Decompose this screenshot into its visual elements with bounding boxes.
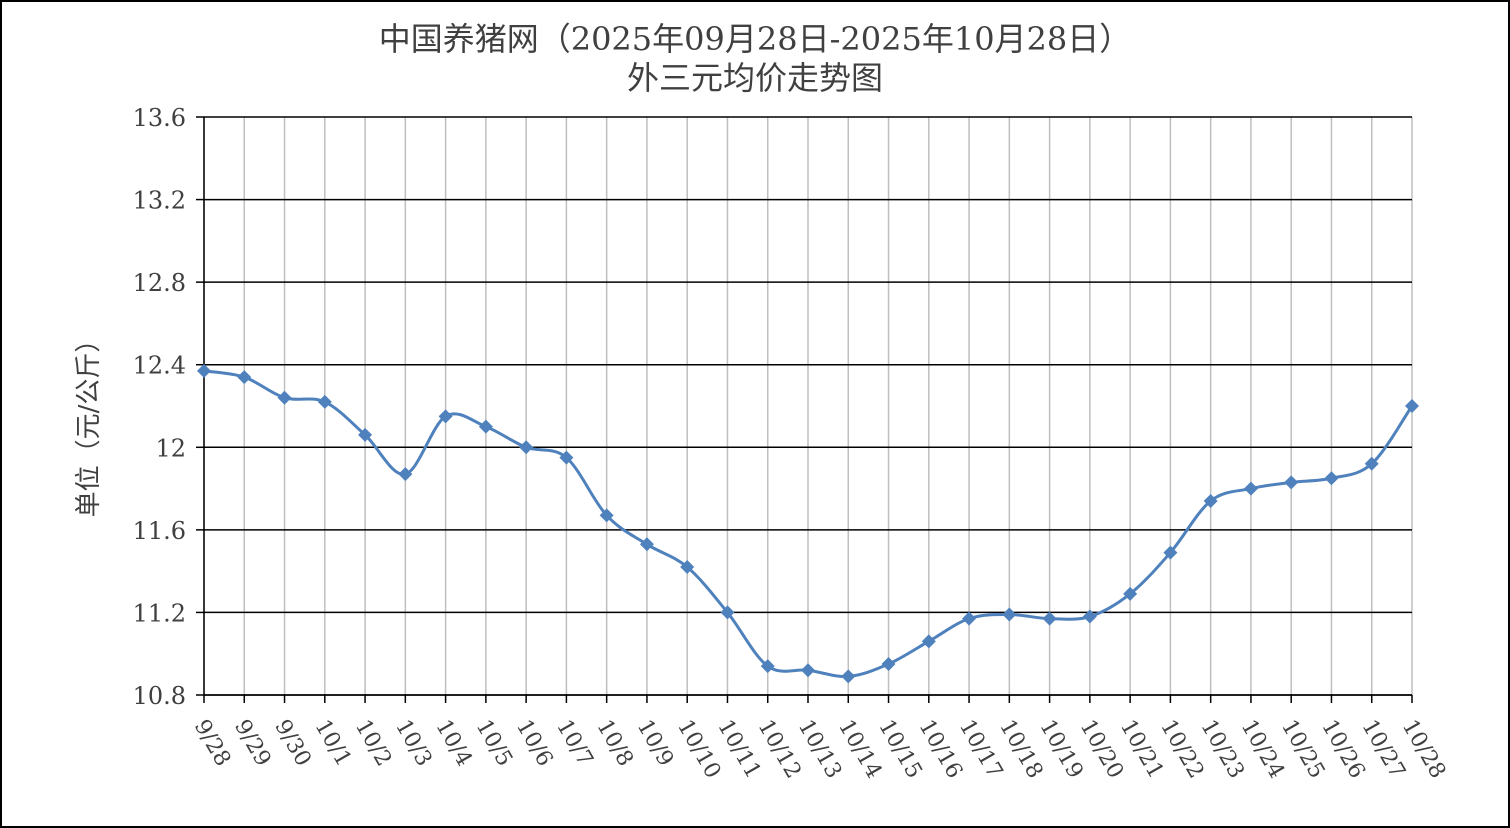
chart-subtitle: 外三元均价走势图 — [627, 59, 883, 97]
y-tick-label: 11.6 — [133, 517, 186, 545]
grid — [196, 116, 1413, 703]
data-point — [599, 508, 614, 523]
x-tick-label: 10/3 — [390, 716, 436, 771]
data-point — [438, 409, 453, 424]
chart-title: 中国养猪网（2025年09月28日-2025年10月28日） — [379, 20, 1132, 58]
x-tick-label: 9/28 — [189, 716, 235, 771]
y-tick-label: 11.2 — [133, 599, 186, 627]
x-tick-label: 10/1 — [310, 716, 356, 771]
x-tick-label: 9/29 — [229, 716, 275, 771]
data-point — [317, 394, 332, 409]
x-tick-label: 10/5 — [471, 716, 517, 771]
data-point — [398, 467, 413, 482]
data-point — [760, 659, 775, 674]
data-point — [358, 427, 373, 442]
y-axis-label: 单位（元/公斤） — [74, 327, 104, 518]
data-point — [639, 537, 654, 552]
x-tick-label: 10/8 — [591, 716, 637, 771]
x-tick-label: 9/30 — [269, 716, 315, 771]
y-tick-label: 13.6 — [133, 104, 186, 132]
data-point — [1163, 545, 1178, 560]
data-point — [237, 370, 252, 385]
data-point — [962, 611, 977, 626]
x-tick-label: 10/6 — [511, 716, 557, 771]
x-tick-label: 10/2 — [350, 716, 396, 771]
data-point — [197, 363, 211, 378]
data-point — [1082, 609, 1097, 624]
data-point — [1243, 481, 1258, 496]
data-point — [921, 634, 936, 649]
data-point — [1324, 471, 1339, 486]
y-tick-label: 10.8 — [133, 682, 186, 710]
data-point — [478, 419, 493, 434]
data-point — [519, 440, 534, 455]
data-point — [881, 657, 896, 672]
data-point — [1042, 611, 1057, 626]
data-point — [841, 669, 856, 684]
y-tick-label: 12 — [155, 434, 186, 462]
data-point — [720, 605, 735, 620]
y-tick-label: 12.8 — [133, 269, 186, 297]
y-tick-label: 13.2 — [133, 187, 186, 215]
x-tick-label: 10/9 — [632, 716, 678, 771]
data-point — [1002, 607, 1017, 622]
data-point — [1123, 586, 1138, 601]
x-tick-label: 10/7 — [551, 716, 597, 771]
y-axis-ticks: 13.6 13.2 12.8 12.4 12 11.6 11.2 10.8 — [133, 104, 186, 710]
data-point — [1364, 456, 1379, 471]
data-point — [680, 560, 695, 575]
data-point — [277, 390, 292, 405]
data-point — [1405, 399, 1419, 413]
x-axis-ticks: 9/289/299/3010/110/210/310/410/510/610/7… — [189, 716, 1450, 783]
data-point — [1203, 493, 1218, 508]
x-tick-label: 10/4 — [430, 716, 476, 771]
data-point — [1284, 475, 1299, 490]
y-tick-label: 12.4 — [133, 352, 186, 380]
data-point — [801, 663, 815, 678]
data-point — [559, 450, 574, 465]
series — [197, 363, 1419, 684]
